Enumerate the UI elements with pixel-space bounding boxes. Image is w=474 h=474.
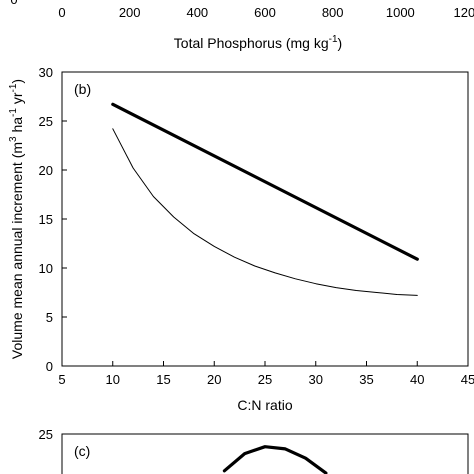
panel-a-xtick-label: 800 — [322, 5, 344, 20]
panel-a-xtick-label: 0 — [58, 5, 65, 20]
panel-b-yticks: 0 5 10 15 20 25 30 — [39, 65, 67, 374]
panel-c-thick-curve — [222, 445, 328, 474]
panel-b-xticks: 5 10 15 20 25 30 35 40 45 — [58, 361, 474, 387]
panel-b-xtick-label: 35 — [359, 372, 373, 387]
panel-b-label: (b) — [74, 81, 91, 97]
panel-b-ytick-label: 5 — [46, 310, 53, 325]
panel-a-xtick-label: 400 — [186, 5, 208, 20]
panel-c-yticks: 25 — [39, 427, 67, 442]
panel-b-ytick-label: 10 — [39, 261, 53, 276]
panel-b-xtick-label: 5 — [58, 372, 65, 387]
panel-b-ytick-label: 0 — [46, 359, 53, 374]
panel-b-xtick-label: 30 — [309, 372, 323, 387]
panel-b-thin-curve — [112, 128, 418, 296]
panel-a: 0 0 200 400 600 800 1000 1200 Total Phosphorus… — [10, 0, 474, 51]
panel-c-frame — [61, 433, 469, 474]
panel-b-xtick-label: 10 — [106, 372, 120, 387]
panel-a-xtick-label: 200 — [119, 5, 141, 20]
panel-b-series — [111, 102, 419, 296]
panel-c: (c) 25 — [39, 427, 469, 474]
panel-a-ytick-partial: 0 — [10, 0, 17, 7]
panel-b-ytick-label: 25 — [39, 114, 53, 129]
panel-a-xlabel: Total Phosphorus (mg kg-1) — [174, 34, 342, 51]
panel-c-label: (c) — [74, 443, 90, 459]
panel-a-xtick-labels: 0 200 400 600 800 1000 1200 — [58, 5, 474, 20]
panel-c-series — [222, 445, 328, 474]
panel-a-xtick-label: 1000 — [386, 5, 415, 20]
panel-b-ytick-label: 15 — [39, 212, 53, 227]
panel-b-ytick-label: 30 — [39, 65, 53, 80]
panel-b-ytick-label: 20 — [39, 163, 53, 178]
panel-c-ytick-label: 25 — [39, 427, 53, 442]
panel-b-xtick-label: 25 — [258, 372, 272, 387]
panel-a-xtick-label: 600 — [254, 5, 276, 20]
panel-b-xtick-label: 20 — [207, 372, 221, 387]
panel-b-ylabel: Volume mean annual increment (m3 ha-1 yr… — [8, 79, 25, 359]
panel-b-xtick-label: 45 — [461, 372, 474, 387]
panel-b-xlabel: C:N ratio — [237, 397, 292, 413]
panel-a-xtick-label: 1200 — [454, 5, 474, 20]
panel-b-xtick-label: 40 — [410, 372, 424, 387]
panel-b-xtick-label: 15 — [156, 372, 170, 387]
panel-b-frame — [61, 71, 469, 367]
panel-b-thick-line — [111, 102, 419, 261]
